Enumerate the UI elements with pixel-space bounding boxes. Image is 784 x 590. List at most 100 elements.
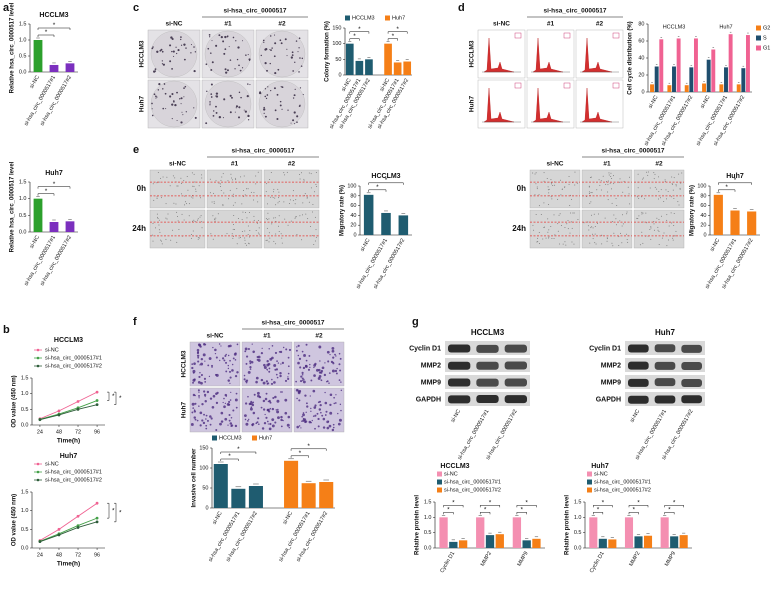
cell-dot xyxy=(203,377,207,380)
cell-dot xyxy=(281,361,285,365)
band xyxy=(681,344,702,353)
bar xyxy=(702,83,707,92)
cell-dot xyxy=(592,227,594,229)
cell-dot xyxy=(218,182,220,184)
cell-dot xyxy=(587,225,589,227)
row-label: Huh7 xyxy=(181,401,188,418)
cell-dot xyxy=(532,224,534,226)
colony xyxy=(180,38,182,41)
colony xyxy=(185,47,187,49)
cell-dot xyxy=(607,180,609,182)
colony xyxy=(270,49,272,51)
cell-dot xyxy=(269,179,271,181)
band xyxy=(681,361,702,370)
cell-dot xyxy=(272,197,274,199)
cell-dot xyxy=(598,179,600,181)
cell-dot xyxy=(267,382,270,385)
cell-dot xyxy=(321,366,325,370)
cell-dot xyxy=(165,217,167,219)
cell-dot xyxy=(642,212,644,214)
line xyxy=(39,404,98,421)
cell-dot xyxy=(653,172,655,174)
cell-dot xyxy=(245,362,248,365)
legend-label: G1 xyxy=(763,45,770,51)
x-tick-label: si-hsa_circ_0000517#2 xyxy=(713,95,747,147)
colony xyxy=(238,64,240,67)
cell-dot xyxy=(234,359,237,361)
cell-dot xyxy=(569,205,571,207)
legend-label: Huh7 xyxy=(259,435,272,441)
cell-dot xyxy=(246,217,248,219)
cell-dot xyxy=(194,220,196,222)
y-tick-label: 20 xyxy=(350,223,356,229)
x-tick-label: si-hsa_circ_0000517#2 xyxy=(296,511,330,563)
band xyxy=(654,378,676,387)
row-label: HCCLM3 xyxy=(469,40,476,67)
cell-dot xyxy=(307,218,309,220)
cell-dot xyxy=(319,403,322,407)
cell-dot xyxy=(588,192,590,194)
dish xyxy=(204,80,252,128)
cell-dot xyxy=(212,346,214,349)
group-label: Huh7 xyxy=(719,24,732,30)
colony xyxy=(267,86,269,88)
y-tick-label: 150 xyxy=(332,25,341,31)
cell-dot xyxy=(543,226,545,228)
cell-dot xyxy=(193,173,195,175)
cell-dot xyxy=(187,189,189,191)
cell-dot xyxy=(543,180,545,182)
colony xyxy=(158,83,161,86)
cell-dot xyxy=(274,351,278,355)
cell-dot xyxy=(231,179,233,181)
sig-bracket xyxy=(290,448,327,451)
cell-dot xyxy=(646,171,648,173)
y-tick-label: 50 xyxy=(335,57,341,63)
colony xyxy=(277,68,280,71)
cell-dot xyxy=(222,204,224,206)
cell-dot xyxy=(308,172,310,174)
colony xyxy=(229,59,232,61)
cell-dot xyxy=(310,173,312,175)
cell-dot xyxy=(190,423,194,426)
cell-dot xyxy=(244,242,246,244)
cell-dot xyxy=(188,203,190,205)
x-tick-label: Cyclin D1 xyxy=(439,551,456,574)
cell-dot xyxy=(301,350,304,353)
cell-dot xyxy=(227,424,229,426)
legend-label: G2 xyxy=(763,25,770,31)
cell-dot xyxy=(653,229,655,231)
colony xyxy=(222,117,225,119)
cell-dot xyxy=(548,204,550,206)
row-label: 24h xyxy=(132,224,146,233)
cell-dot xyxy=(287,372,290,375)
cell-dot xyxy=(208,375,211,378)
y-tick-label: 1.5 xyxy=(574,499,582,505)
cell-dot xyxy=(173,202,175,204)
band xyxy=(628,361,649,370)
image-cell xyxy=(529,209,581,249)
sig-label: * xyxy=(447,507,450,514)
colony xyxy=(180,36,182,38)
cell-dot xyxy=(536,241,538,243)
point xyxy=(38,540,42,544)
cell-dot xyxy=(313,244,315,246)
cell-dot xyxy=(645,212,647,214)
cell-dot xyxy=(180,177,182,179)
cell-dot xyxy=(547,189,549,191)
colony xyxy=(276,117,279,120)
column-label: si-NC xyxy=(547,161,564,168)
sig-bracket xyxy=(628,505,649,508)
cell-dot xyxy=(247,370,251,374)
colony xyxy=(298,47,300,49)
cell-dot xyxy=(199,364,201,366)
cell-dot xyxy=(557,198,559,200)
cell-dot xyxy=(235,406,238,409)
y-tick-label: 0.0 xyxy=(424,545,432,551)
cell-dot xyxy=(160,239,162,241)
cell-dot xyxy=(569,232,571,234)
cell-dot xyxy=(672,239,674,241)
cell-dot xyxy=(560,225,562,227)
cell-dot xyxy=(161,240,163,242)
cell-dot xyxy=(299,215,301,217)
cell-dot xyxy=(340,389,343,392)
